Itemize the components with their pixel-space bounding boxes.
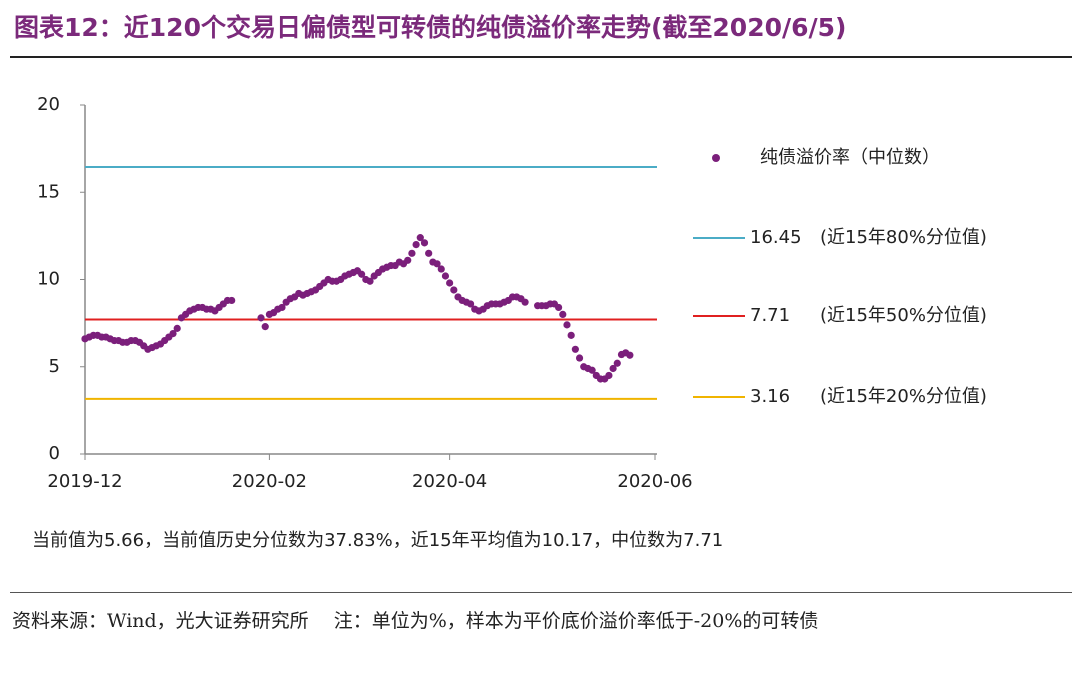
legend-label: (近15年50%分位值): [820, 305, 987, 326]
point: [450, 286, 458, 294]
point: [446, 279, 454, 287]
point: [433, 260, 441, 268]
legend-value: 3.16: [750, 386, 790, 407]
point: [416, 234, 424, 242]
x-tick-label: 2020-02: [232, 471, 307, 492]
point: [420, 239, 429, 247]
point: [575, 354, 584, 362]
point: [563, 321, 571, 329]
point: [437, 265, 445, 273]
y-tick-label: 15: [37, 181, 60, 202]
point: [358, 270, 366, 278]
point: [567, 331, 575, 339]
point: [228, 296, 236, 305]
point: [521, 298, 529, 306]
point: [559, 310, 567, 318]
point: [609, 364, 617, 373]
y-tick-label: 5: [49, 356, 60, 377]
note: 当前值为5.66，当前值历史分位数为37.83%，近15年平均值为10.17，中…: [32, 530, 724, 551]
point: [605, 371, 613, 380]
point: [613, 359, 621, 367]
point: [257, 314, 265, 322]
point: [404, 256, 412, 264]
point: [571, 345, 579, 353]
legend-value: 7.71: [750, 305, 790, 326]
y-tick-label: 20: [37, 94, 60, 115]
source: 资料来源：Wind，光大证券研究所 注：单位为%，样本为平价底价溢价率低于-20…: [12, 610, 819, 632]
chart: 0 5 10 15 20 2019-12 2020-02 2020-04 2020-06 16.4…: [37, 94, 987, 492]
point: [425, 249, 433, 257]
point: [261, 323, 269, 331]
point: [412, 241, 420, 249]
point: [366, 277, 374, 285]
legend-label: (近15年20%分位值): [820, 386, 987, 407]
legend-label: (近15年80%分位值): [820, 227, 987, 248]
title-rule: [10, 56, 1072, 58]
point: [441, 272, 450, 280]
x-tick-label: 2019-12: [47, 471, 122, 492]
legend-label: 纯债溢价率（中位数）: [760, 147, 940, 168]
point: [169, 329, 177, 338]
point: [278, 303, 286, 312]
y-tick-label: 0: [49, 443, 60, 464]
y-tick-label: 10: [37, 269, 60, 290]
point: [555, 303, 563, 312]
x-tick-label: 2020-06: [617, 471, 692, 492]
point: [408, 249, 416, 257]
source-rule: [10, 592, 1072, 593]
point: [173, 324, 181, 332]
chart-title: 图表12：近120个交易日偏债型可转债的纯债溢价率走势(截至2020/6/5): [14, 13, 847, 42]
point: [466, 300, 475, 308]
x-tick-label: 2020-04: [412, 471, 487, 492]
point: [626, 351, 634, 359]
legend-marker: [712, 154, 720, 162]
point: [588, 366, 596, 374]
legend-value: 16.45: [750, 227, 802, 248]
